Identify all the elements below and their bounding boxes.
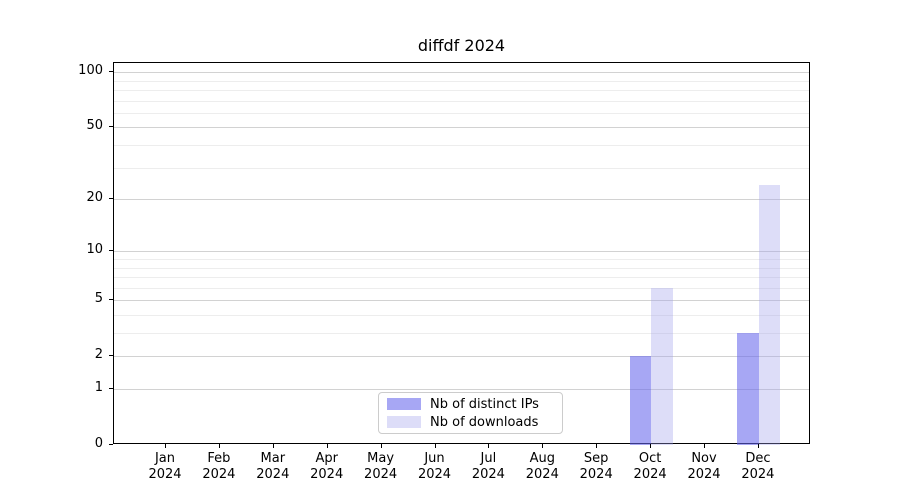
y-tick-label: 2 [94, 347, 103, 363]
distinct-ips-swatch [387, 398, 421, 410]
bar-distinct-ips-dec [737, 333, 759, 445]
major-gridline [114, 199, 809, 200]
downloads-swatch [387, 416, 421, 428]
major-gridline [114, 356, 809, 358]
x-tick-mark [542, 444, 544, 448]
x-tick-label: Jul 2024 [471, 451, 505, 482]
y-tick-label: 0 [94, 436, 103, 451]
bar-downloads-oct [651, 287, 673, 445]
y-tick-mark [109, 71, 113, 73]
y-tick-mark [109, 126, 113, 128]
major-gridline [114, 127, 809, 129]
y-tick-mark [109, 250, 113, 252]
x-tick-mark [650, 444, 652, 448]
legend: Nb of distinct IPs Nb of downloads [378, 392, 563, 434]
x-tick-mark [326, 444, 328, 448]
minor-gridline [114, 100, 809, 102]
bar-distinct-ips-oct [629, 356, 652, 445]
x-tick-label: May 2024 [364, 451, 398, 482]
x-tick-mark [434, 444, 436, 448]
minor-gridline [114, 167, 809, 169]
minor-gridline [114, 287, 809, 289]
x-tick-label: Apr 2024 [310, 451, 344, 482]
x-tick-label: Sep 2024 [579, 451, 613, 482]
major-gridline [114, 389, 809, 390]
legend-item-distinct-ips: Nb of distinct IPs [387, 397, 554, 412]
minor-gridline [114, 80, 809, 82]
x-tick-label: Feb 2024 [202, 451, 236, 482]
x-tick-label: Jun 2024 [417, 451, 452, 482]
plot-area [113, 62, 810, 445]
minor-gridline [114, 267, 809, 269]
major-gridline [114, 251, 809, 253]
x-tick-mark [704, 444, 705, 448]
y-tick-label: 1 [94, 380, 103, 395]
x-tick-mark [380, 444, 382, 448]
major-gridline [114, 300, 809, 302]
x-tick-label: Mar 2024 [256, 451, 290, 482]
y-tick-mark [109, 355, 113, 357]
major-gridline [114, 72, 809, 74]
y-tick-mark [109, 299, 113, 301]
x-tick-label: Jan 2024 [148, 451, 182, 482]
minor-gridline [114, 112, 809, 114]
minor-gridline [114, 333, 809, 334]
y-tick-label: 50 [86, 118, 103, 134]
y-tick-mark [109, 198, 113, 199]
minor-gridline [114, 277, 809, 278]
y-tick-label: 20 [86, 190, 103, 205]
legend-label-distinct-ips: Nb of distinct IPs [430, 396, 539, 412]
x-tick-mark [596, 444, 598, 448]
y-tick-mark [109, 388, 113, 389]
y-tick-mark [109, 444, 113, 445]
legend-label-downloads: Nb of downloads [430, 414, 539, 430]
x-tick-mark [272, 444, 274, 448]
y-tick-label: 5 [94, 291, 103, 307]
minor-gridline [114, 144, 809, 146]
x-tick-label: Aug 2024 [525, 451, 559, 482]
x-tick-mark [218, 444, 220, 448]
x-tick-mark [757, 444, 759, 448]
x-tick-label: Dec 2024 [741, 451, 775, 482]
x-tick-label: Oct 2024 [633, 451, 667, 482]
y-tick-label: 100 [78, 63, 103, 79]
x-tick-label: Nov 2024 [687, 451, 721, 482]
legend-item-downloads: Nb of downloads [387, 415, 554, 430]
minor-gridline [114, 258, 809, 260]
bar-downloads-dec [758, 184, 781, 445]
x-tick-mark [165, 444, 166, 448]
chart-title: diffdf 2024 [417, 36, 506, 55]
y-tick-label: 10 [86, 242, 103, 258]
x-tick-mark [488, 444, 490, 448]
minor-gridline [114, 314, 809, 316]
minor-gridline [114, 89, 809, 91]
